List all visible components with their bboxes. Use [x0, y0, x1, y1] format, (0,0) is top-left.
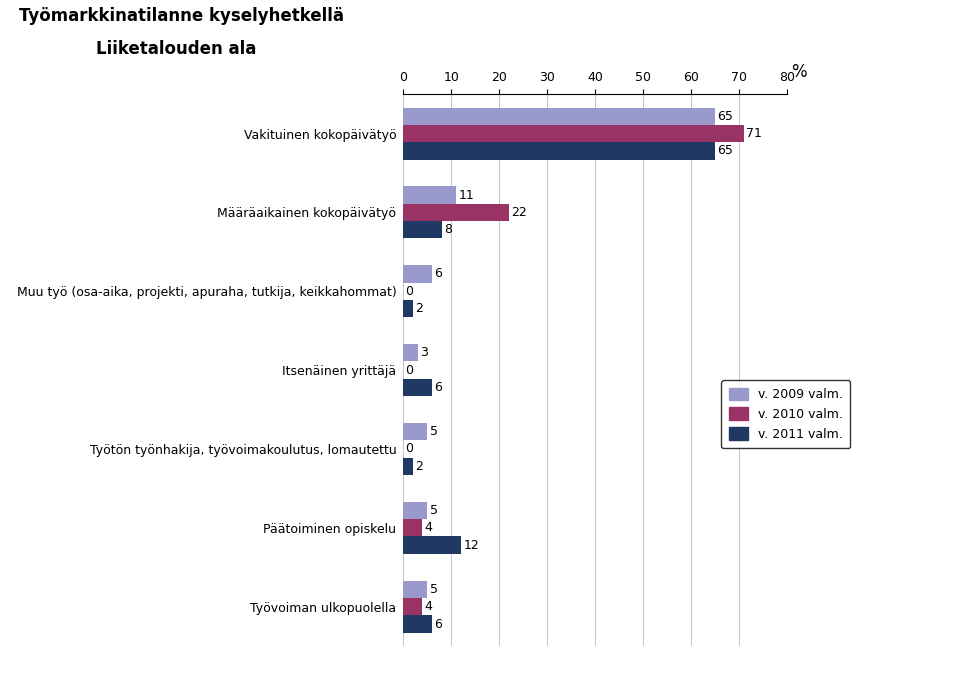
Bar: [403, 221, 442, 238]
Bar: [403, 142, 715, 160]
Bar: [403, 125, 744, 142]
Bar: [403, 379, 432, 396]
Bar: [403, 598, 422, 615]
Text: 12: 12: [463, 538, 479, 552]
Text: 71: 71: [747, 127, 762, 140]
Text: 4: 4: [424, 600, 433, 613]
Bar: [403, 502, 427, 519]
Bar: [403, 344, 418, 361]
Text: 5: 5: [429, 504, 438, 517]
Bar: [403, 265, 432, 283]
Text: 2: 2: [415, 302, 423, 315]
Text: 65: 65: [717, 110, 733, 122]
Text: 6: 6: [434, 267, 443, 281]
Text: %: %: [791, 63, 806, 81]
Text: Liiketalouden ala: Liiketalouden ala: [96, 40, 256, 59]
Bar: [403, 458, 413, 475]
Bar: [403, 519, 422, 536]
Legend: v. 2009 valm., v. 2010 valm., v. 2011 valm.: v. 2009 valm., v. 2010 valm., v. 2011 va…: [722, 380, 850, 448]
Text: 6: 6: [434, 618, 443, 631]
Bar: [403, 581, 427, 598]
Text: 0: 0: [405, 442, 414, 456]
Text: 3: 3: [420, 347, 428, 359]
Text: 5: 5: [429, 583, 438, 596]
Text: 4: 4: [424, 522, 433, 534]
Bar: [403, 204, 509, 221]
Bar: [403, 300, 413, 318]
Text: Työmarkkinatilanne kyselyhetkellä: Työmarkkinatilanne kyselyhetkellä: [19, 7, 345, 25]
Bar: [403, 108, 715, 125]
Text: 8: 8: [444, 223, 452, 236]
Bar: [403, 186, 456, 204]
Bar: [403, 615, 432, 633]
Text: 2: 2: [415, 460, 423, 473]
Bar: [403, 423, 427, 440]
Text: 6: 6: [434, 381, 443, 394]
Text: 11: 11: [459, 188, 474, 202]
Text: 65: 65: [717, 145, 733, 157]
Text: 5: 5: [429, 425, 438, 438]
Text: 22: 22: [511, 206, 527, 219]
Bar: [403, 536, 461, 554]
Text: 0: 0: [405, 285, 414, 298]
Text: 0: 0: [405, 363, 414, 377]
